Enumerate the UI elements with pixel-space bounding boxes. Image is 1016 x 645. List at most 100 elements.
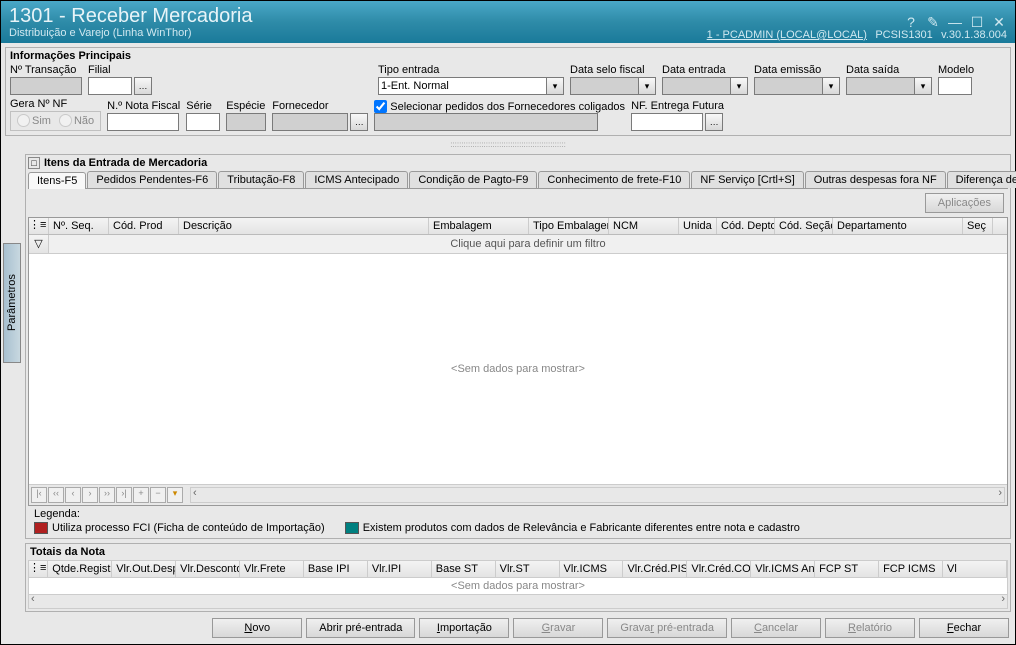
input-fornecedor-cod[interactable] — [272, 113, 348, 131]
tcol-10[interactable]: Vlr.Créd.CO — [687, 561, 751, 577]
col-10[interactable]: Seç — [963, 218, 993, 234]
input-data-selo[interactable] — [570, 77, 638, 95]
date-entrada-button[interactable]: ▾ — [730, 77, 748, 95]
tab-0[interactable]: Itens-F5 — [28, 172, 86, 189]
tcol-0[interactable]: Qtde.Registr — [48, 561, 112, 577]
input-data-emissao[interactable] — [754, 77, 822, 95]
col-0[interactable]: Nº. Seq. — [49, 218, 109, 234]
tcol-14[interactable]: Vl — [943, 561, 1007, 577]
tcol-4[interactable]: Base IPI — [304, 561, 368, 577]
relatorio-button[interactable]: Relatório — [825, 618, 915, 638]
col-6[interactable]: Unida — [679, 218, 717, 234]
tcol-1[interactable]: Vlr.Out.Desp. — [112, 561, 176, 577]
tab-6[interactable]: NF Serviço [Crtl+S] — [691, 171, 803, 188]
input-modelo[interactable] — [938, 77, 972, 95]
tab-8[interactable]: Diferença de — [947, 171, 1016, 188]
nav-insert[interactable]: + — [133, 487, 149, 503]
tab-3[interactable]: ICMS Antecipado — [305, 171, 408, 188]
input-filial[interactable] — [88, 77, 132, 95]
radio-sim[interactable]: Sim — [17, 114, 51, 127]
input-serie[interactable] — [186, 113, 220, 131]
label-n-transacao: Nº Transação — [10, 64, 82, 76]
label-data-emissao: Data emissão — [754, 64, 840, 76]
help-icon[interactable]: ? — [903, 14, 919, 30]
date-selo-button[interactable]: ▾ — [638, 77, 656, 95]
close-icon[interactable]: ✕ — [991, 14, 1007, 30]
nav-prev-page[interactable]: ‹‹ — [48, 487, 64, 503]
tab-7[interactable]: Outras despesas fora NF — [805, 171, 946, 188]
minimize-icon[interactable]: — — [947, 14, 963, 30]
radio-nao[interactable]: Não — [59, 114, 94, 127]
totals-hscroll[interactable] — [28, 595, 1008, 609]
gravar-button[interactable]: Gravar — [513, 618, 603, 638]
sidebar-tab-parametros[interactable]: Parâmetros — [3, 243, 21, 363]
nav-prev[interactable]: ‹ — [65, 487, 81, 503]
cancelar-button[interactable]: Cancelar — [731, 618, 821, 638]
tcol-2[interactable]: Vlr.Desconto — [176, 561, 240, 577]
maximize-icon[interactable]: ☐ — [969, 14, 985, 30]
tcol-5[interactable]: Vlr.IPI — [368, 561, 432, 577]
grid-hscroll[interactable] — [190, 487, 1005, 503]
tcol-7[interactable]: Vlr.ST — [496, 561, 560, 577]
input-especie[interactable] — [226, 113, 266, 131]
lookup-fornecedor-button[interactable]: … — [350, 113, 368, 131]
input-nf-futura[interactable] — [631, 113, 703, 131]
label-especie: Espécie — [226, 100, 266, 112]
col-1[interactable]: Cód. Prod — [109, 218, 179, 234]
splitter[interactable] — [3, 140, 1013, 150]
input-data-saida[interactable] — [846, 77, 914, 95]
nav-delete[interactable]: − — [150, 487, 166, 503]
input-n-transacao[interactable] — [10, 77, 82, 95]
tab-4[interactable]: Condição de Pagto-F9 — [409, 171, 537, 188]
tab-5[interactable]: Conhecimento de frete-F10 — [538, 171, 690, 188]
nav-next-page[interactable]: ›› — [99, 487, 115, 503]
itens-grid: ⋮≡ Nº. Seq.Cód. ProdDescriçãoEmbalagemTi… — [28, 217, 1008, 506]
gravar-pre-button[interactable]: Gravar pré-entrada — [607, 618, 727, 638]
tab-2[interactable]: Tributação-F8 — [218, 171, 304, 188]
novo-button[interactable]: Novo — [212, 618, 302, 638]
combo-tipo-entrada-button[interactable]: ▾ — [546, 77, 564, 95]
nav-next[interactable]: › — [82, 487, 98, 503]
status-user[interactable]: 1 - PCADMIN (LOCAL@LOCAL) — [707, 29, 867, 41]
tcol-6[interactable]: Base ST — [432, 561, 496, 577]
col-4[interactable]: Tipo Embalagem — [529, 218, 609, 234]
filter-icon[interactable]: ▽ — [29, 235, 49, 253]
label-modelo: Modelo — [938, 64, 974, 76]
date-saida-button[interactable]: ▾ — [914, 77, 932, 95]
label-fornecedor: Fornecedor — [272, 100, 368, 112]
input-n-nota[interactable] — [107, 113, 179, 131]
tcol-11[interactable]: Vlr.ICMS An — [751, 561, 815, 577]
itens-group-title: Itens da Entrada de Mercadoria — [44, 157, 207, 169]
nav-last[interactable]: ›| — [116, 487, 132, 503]
date-emissao-button[interactable]: ▾ — [822, 77, 840, 95]
nav-bookmark[interactable]: ▾ — [167, 487, 183, 503]
aplicacoes-button[interactable]: Aplicações — [925, 193, 1004, 213]
col-5[interactable]: NCM — [609, 218, 679, 234]
input-fornecedor-nome[interactable] — [374, 113, 598, 131]
abrir-pre-entrada-button[interactable]: Abrir pré-entrada — [306, 618, 415, 638]
tcol-8[interactable]: Vlr.ICMS — [560, 561, 624, 577]
col-3[interactable]: Embalagem — [429, 218, 529, 234]
col-7[interactable]: Cód. Depto — [717, 218, 775, 234]
lookup-nf-futura-button[interactable]: … — [705, 113, 723, 131]
tcol-12[interactable]: FCP ST — [815, 561, 879, 577]
tcol-13[interactable]: FCP ICMS — [879, 561, 943, 577]
col-8[interactable]: Cód. Seção — [775, 218, 833, 234]
tcol-3[interactable]: Vlr.Frete — [240, 561, 304, 577]
nav-first[interactable]: |‹ — [31, 487, 47, 503]
main-window: 1301 - Receber Mercadoria Distribuição e… — [0, 0, 1016, 645]
collapse-icon[interactable]: □ — [28, 157, 40, 169]
col-2[interactable]: Descrição — [179, 218, 429, 234]
checkbox-coligados[interactable] — [374, 100, 387, 113]
tcol-9[interactable]: Vlr.Créd.PIS — [623, 561, 687, 577]
fechar-button[interactable]: Fechar — [919, 618, 1009, 638]
titlebar: 1301 - Receber Mercadoria Distribuição e… — [1, 1, 1015, 43]
edit-icon[interactable]: ✎ — [925, 14, 941, 30]
tab-1[interactable]: Pedidos Pendentes-F6 — [87, 171, 217, 188]
combo-tipo-entrada[interactable] — [378, 77, 546, 95]
input-data-entrada[interactable] — [662, 77, 730, 95]
grid-filter-hint[interactable]: Clique aqui para definir um filtro — [49, 235, 1007, 253]
importacao-button[interactable]: Importação — [419, 618, 509, 638]
lookup-filial-button[interactable]: … — [134, 77, 152, 95]
col-9[interactable]: Departamento — [833, 218, 963, 234]
